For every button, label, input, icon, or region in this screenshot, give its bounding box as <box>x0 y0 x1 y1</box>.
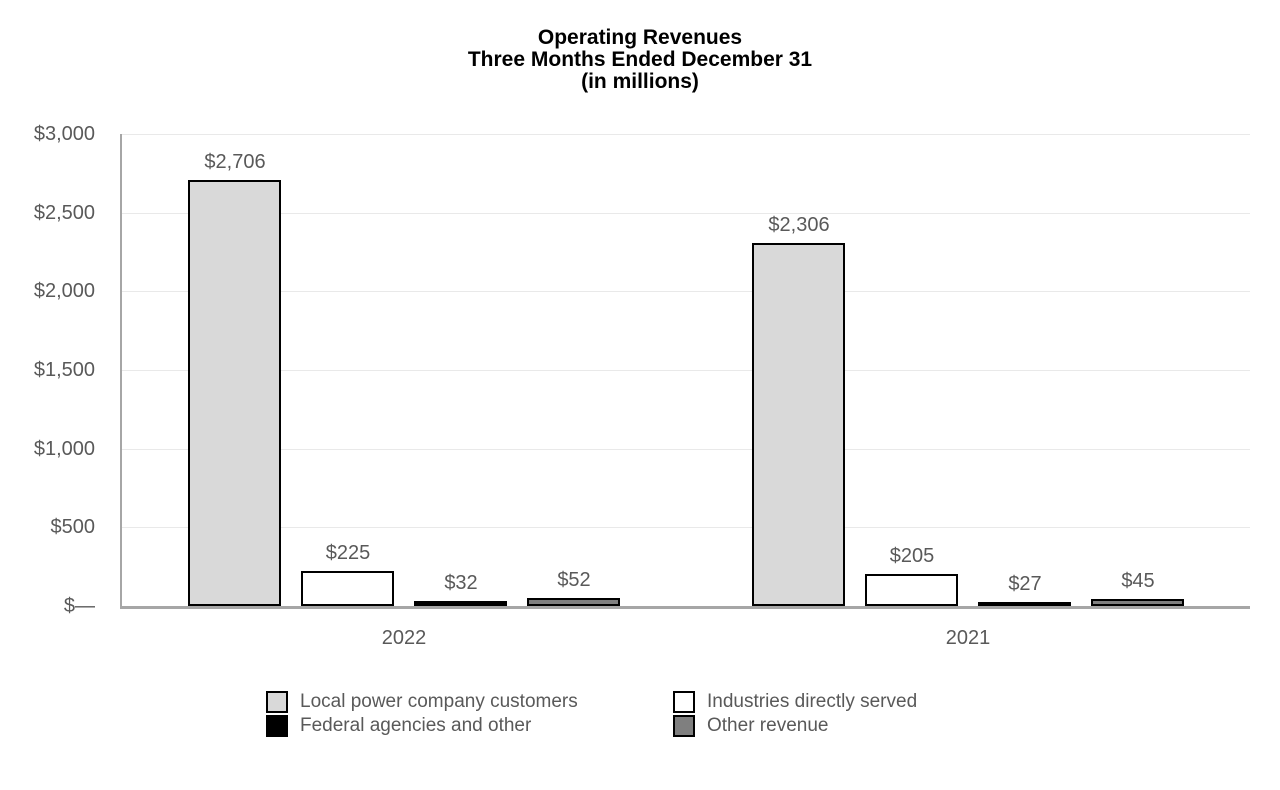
gridline-2500 <box>122 213 1250 214</box>
bar-2022-other-revenue <box>527 598 620 606</box>
bar-2021-other-revenue <box>1091 599 1184 606</box>
bar-value-label-2021-industries-directly-served: $205 <box>889 545 935 567</box>
bar-value-label-2022-other-revenue: $52 <box>557 569 591 591</box>
y-tick-label-1500: $1,500 <box>33 359 95 381</box>
legend-swatch-federal-agencies-and-other <box>266 715 288 737</box>
chart-title-line-2: Three Months Ended December 31 <box>467 48 813 71</box>
legend-item-industries-directly-served: Industries directly served <box>673 691 917 713</box>
gridline-1000 <box>122 449 1250 450</box>
y-tick-label-2000: $2,000 <box>33 280 95 302</box>
bar-value-label-2022-industries-directly-served: $225 <box>325 542 371 564</box>
bar-2022-federal-agencies-and-other <box>414 601 507 606</box>
y-tick-label-1000: $1,000 <box>33 438 95 460</box>
y-axis-line <box>120 134 122 606</box>
gridline-1500 <box>122 370 1250 371</box>
chart-title: Operating Revenues Three Months Ended De… <box>0 27 1280 93</box>
legend-swatch-other-revenue <box>673 715 695 737</box>
y-tick-label-500: $500 <box>50 516 96 538</box>
bar-value-label-2021-other-revenue: $45 <box>1121 570 1155 592</box>
legend-label-industries-directly-served: Industries directly served <box>707 691 918 712</box>
y-tick-label-3000: $3,000 <box>33 123 95 145</box>
bar-2021-federal-agencies-and-other <box>978 602 1071 606</box>
bar-value-label-2021-federal-agencies-and-other: $27 <box>1008 573 1042 595</box>
bar-2022-industries-directly-served <box>301 571 394 606</box>
legend-label-federal-agencies-and-other: Federal agencies and other <box>300 715 532 736</box>
bar-value-label-2022-local-power-company-customers: $2,706 <box>204 151 266 173</box>
bar-value-label-2021-local-power-company-customers: $2,306 <box>768 214 830 236</box>
bar-value-label-2022-federal-agencies-and-other: $32 <box>444 572 478 594</box>
legend-swatch-industries-directly-served <box>673 691 695 713</box>
bar-2021-local-power-company-customers <box>752 243 845 606</box>
x-category-label-2021: 2021 <box>945 627 991 649</box>
bar-2022-local-power-company-customers <box>188 180 281 606</box>
x-category-label-2022: 2022 <box>381 627 427 649</box>
legend-item-federal-agencies-and-other: Federal agencies and other <box>266 715 673 737</box>
legend-label-other-revenue: Other revenue <box>707 715 829 736</box>
y-tick-label-0: $— <box>63 595 95 617</box>
gridline-2000 <box>122 291 1250 292</box>
y-tick-label-2500: $2,500 <box>33 202 95 224</box>
x-axis-line <box>120 606 1250 609</box>
chart-title-line-3: (in millions) <box>581 70 699 93</box>
chart-title-line-1: Operating Revenues <box>537 26 743 49</box>
legend-swatch-local-power-company-customers <box>266 691 288 713</box>
legend-label-local-power-company-customers: Local power company customers <box>300 691 578 712</box>
legend-item-local-power-company-customers: Local power company customers <box>266 691 673 713</box>
gridline-500 <box>122 527 1250 528</box>
bar-2021-industries-directly-served <box>865 574 958 606</box>
legend: Local power company customers Industries … <box>266 691 917 737</box>
gridline-3000 <box>122 134 1250 135</box>
legend-item-other-revenue: Other revenue <box>673 715 917 737</box>
